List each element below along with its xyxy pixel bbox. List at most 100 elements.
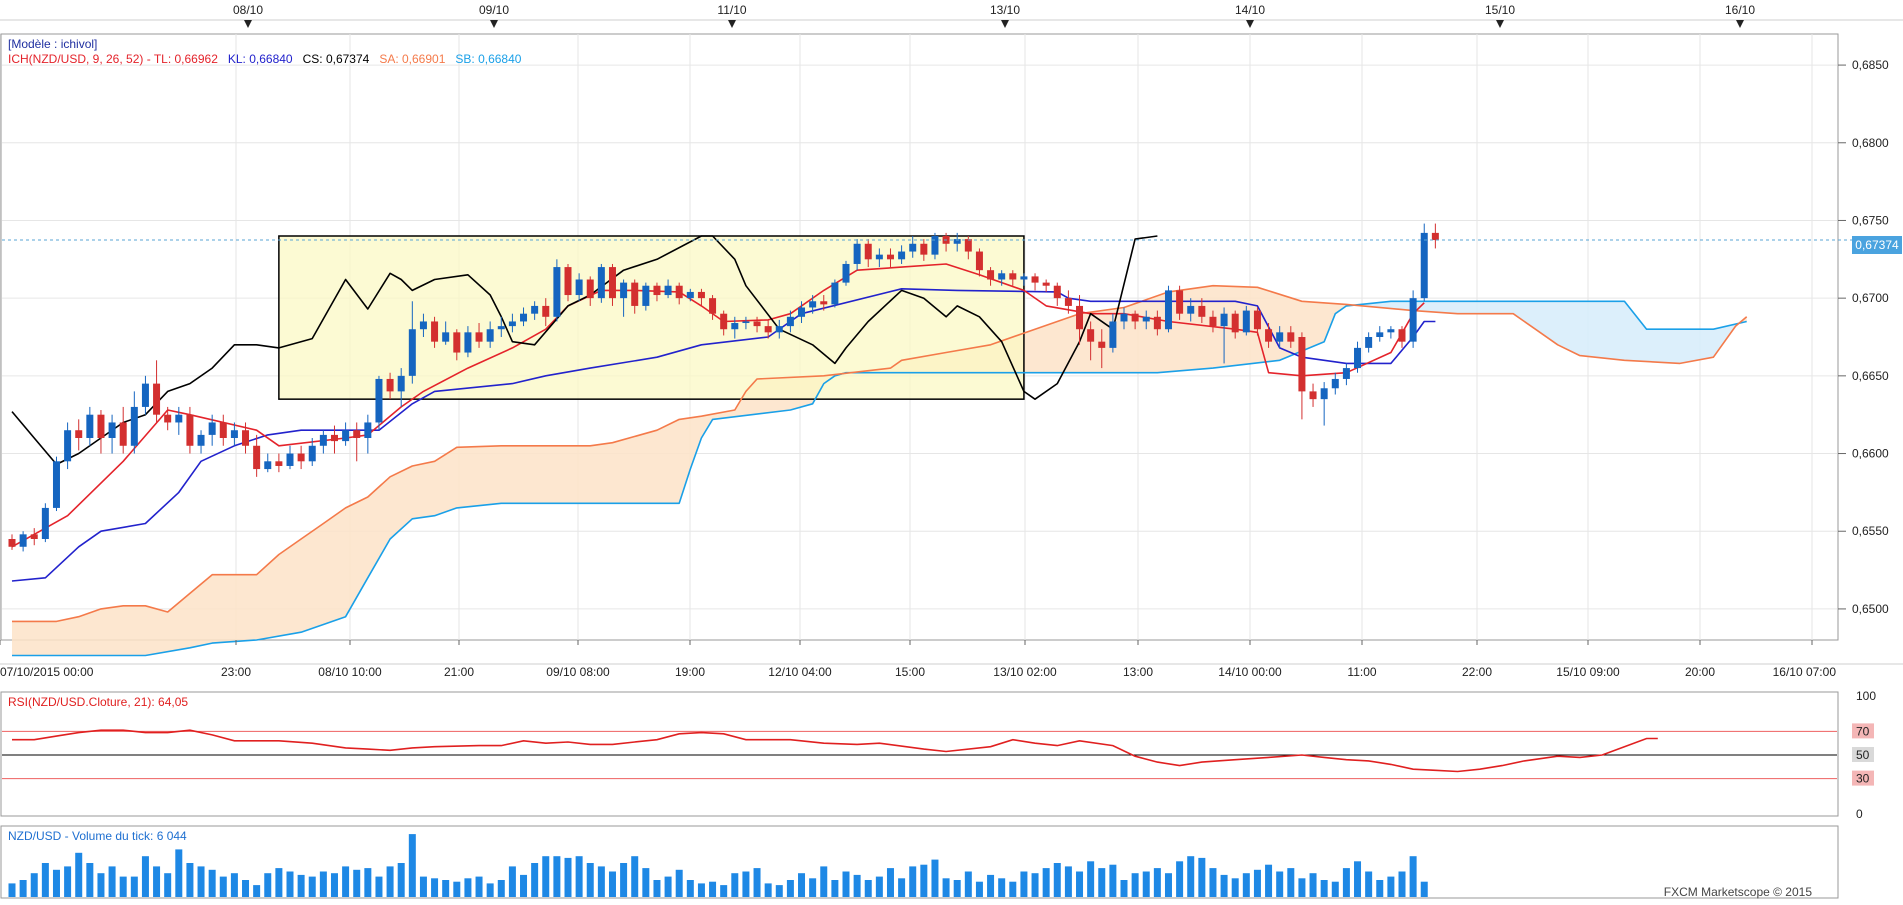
legend-sa: SA: 0,66901 xyxy=(379,52,445,66)
candle-body xyxy=(531,305,539,314)
rsi-tick-label: 0 xyxy=(1856,807,1863,821)
candle-body xyxy=(197,434,205,446)
candle-body xyxy=(664,285,672,296)
volume-bar xyxy=(186,863,194,897)
time-tick-label: 13/10 02:00 xyxy=(993,665,1057,679)
rsi-tick-label: 70 xyxy=(1856,724,1870,738)
candle-body xyxy=(386,378,394,392)
time-tick-label: 15:00 xyxy=(895,665,925,679)
volume-bar xyxy=(1098,868,1106,897)
candle-body xyxy=(1365,337,1373,348)
time-tick-label: 20:00 xyxy=(1685,665,1715,679)
candle-body xyxy=(52,461,60,508)
candle-body xyxy=(1187,305,1195,314)
time-tick-label: 07/10/2015 00:00 xyxy=(0,665,94,679)
volume-bar xyxy=(775,885,783,897)
candle-body xyxy=(1342,368,1350,379)
candle-body xyxy=(775,326,783,333)
volume-bar xyxy=(264,873,272,897)
volume-bar xyxy=(520,874,528,897)
candle-body xyxy=(1087,329,1095,342)
volume-bar xyxy=(1064,866,1072,897)
candle-body xyxy=(697,291,705,299)
candle-body xyxy=(898,251,906,260)
candle-body xyxy=(1231,313,1239,333)
volume-bar xyxy=(1198,857,1206,897)
volume-bar xyxy=(742,871,750,897)
volume-bar xyxy=(1231,878,1239,897)
candle-body xyxy=(1076,305,1084,330)
candle-body xyxy=(831,282,839,305)
candle-body xyxy=(1042,282,1050,286)
volume-bar xyxy=(1120,880,1128,897)
volume-bar xyxy=(798,873,806,897)
price-tick-label: 0,6650 xyxy=(1852,369,1889,383)
candle-body xyxy=(520,313,528,322)
candle-body xyxy=(764,326,772,333)
legend-cs: CS: 0,67374 xyxy=(303,52,370,66)
candle-body xyxy=(1020,276,1028,280)
volume-bar xyxy=(1354,861,1362,897)
volume-bar xyxy=(753,868,761,897)
volume-bar xyxy=(119,876,127,897)
volume-bar xyxy=(820,866,828,897)
rsi-panel: 100 70 50 30 0 xyxy=(2,688,1876,821)
volume-bar xyxy=(1320,880,1328,897)
candle-body xyxy=(1109,321,1117,348)
candle-body xyxy=(1009,273,1017,280)
rsi-tick-bg xyxy=(1852,806,1874,821)
volume-bar xyxy=(1420,881,1428,897)
candle-body xyxy=(653,285,661,296)
candle-body xyxy=(30,534,38,539)
time-axis: 07/10/2015 00:00 23:00 08/10 10:00 21:00 09/… xyxy=(0,640,1836,679)
candle-body xyxy=(853,243,861,264)
indicator-legend: ICH(NZD/USD, 9, 26, 52) - TL: 0,66962 KL:… xyxy=(8,52,522,66)
volume-bar xyxy=(542,856,550,897)
time-tick-label: 11:00 xyxy=(1347,665,1376,679)
top-date-label: 11/10 xyxy=(717,3,746,17)
candle-body xyxy=(1053,285,1061,299)
volume-bar xyxy=(764,883,772,897)
candle-body xyxy=(275,461,283,466)
top-date-marker xyxy=(1246,20,1254,28)
rsi-tick-bg xyxy=(1852,688,1874,703)
rsi-line xyxy=(12,729,1658,773)
volume-bar xyxy=(975,881,983,897)
candle-body xyxy=(497,326,505,330)
candle-body xyxy=(886,254,894,260)
candle-body xyxy=(41,507,49,539)
time-tick-label: 22:00 xyxy=(1462,665,1492,679)
current-price-label: 0,67374 xyxy=(1855,238,1899,252)
time-tick-label: 08/10 10:00 xyxy=(318,665,382,679)
candle-body xyxy=(875,254,883,260)
volume-bar xyxy=(286,871,294,897)
volume-bar xyxy=(875,876,883,897)
footer-credit: FXCM Marketscope © 2015 xyxy=(1664,885,1813,899)
candle-body xyxy=(586,279,594,299)
volume-bar xyxy=(597,866,605,897)
volume-bar xyxy=(64,866,72,897)
rsi-tick-bg xyxy=(1852,747,1874,762)
volume-panel-frame xyxy=(0,825,1839,899)
volume-bar xyxy=(731,873,739,897)
candle-body xyxy=(987,270,995,280)
top-date-label: 09/10 xyxy=(479,3,509,17)
candle-body xyxy=(130,406,138,446)
candle-body xyxy=(208,422,216,435)
candle-body xyxy=(464,332,472,353)
candle-body xyxy=(842,263,850,283)
volume-bar xyxy=(253,885,261,897)
kumo-fill xyxy=(12,373,841,656)
volume-bar xyxy=(242,880,250,897)
volume-bar xyxy=(486,883,494,897)
volume-bar xyxy=(386,866,394,897)
volume-bar xyxy=(531,863,539,897)
volume-bar xyxy=(130,876,138,897)
top-date-marker xyxy=(1736,20,1744,28)
time-tick-label: 14/10 00:00 xyxy=(1218,665,1282,679)
candle-body xyxy=(1398,329,1406,342)
volume-bar xyxy=(275,868,283,897)
volume-bar xyxy=(1142,871,1150,897)
time-tick-label: 16/10 07:00 xyxy=(1773,665,1837,679)
